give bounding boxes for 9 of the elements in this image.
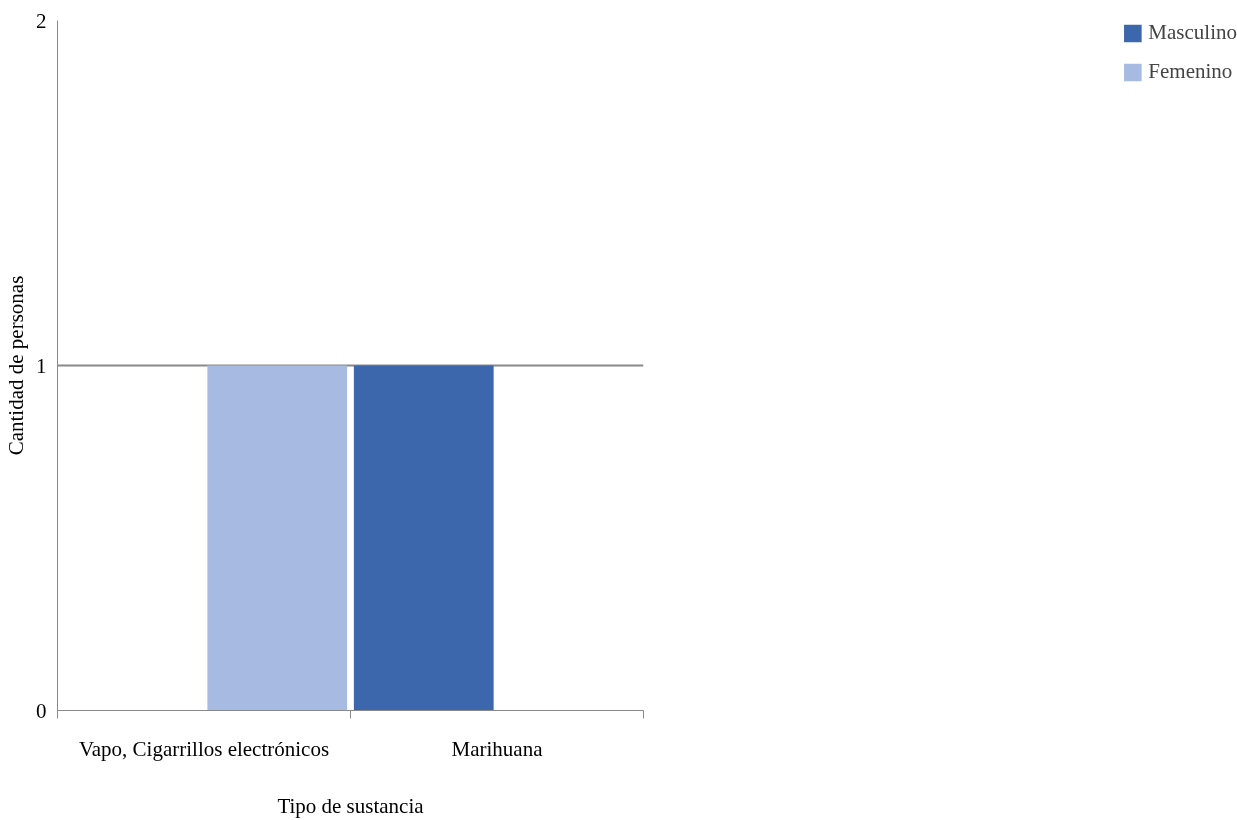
legend-label: Femenino <box>1148 59 1233 84</box>
x-tick-label: Marihuana <box>451 736 544 761</box>
y-axis-title: Cantidad de personas <box>4 275 28 456</box>
y-tick-label: 1 <box>36 353 47 378</box>
y-tick-label: 2 <box>36 8 47 33</box>
y-tick-label: 0 <box>36 698 47 723</box>
x-axis-title: Tipo de sustancia <box>277 793 425 818</box>
legend-label: Masculino <box>1148 20 1237 45</box>
x-tick-label: Vapo, Cigarrillos electrónicos <box>78 736 330 761</box>
